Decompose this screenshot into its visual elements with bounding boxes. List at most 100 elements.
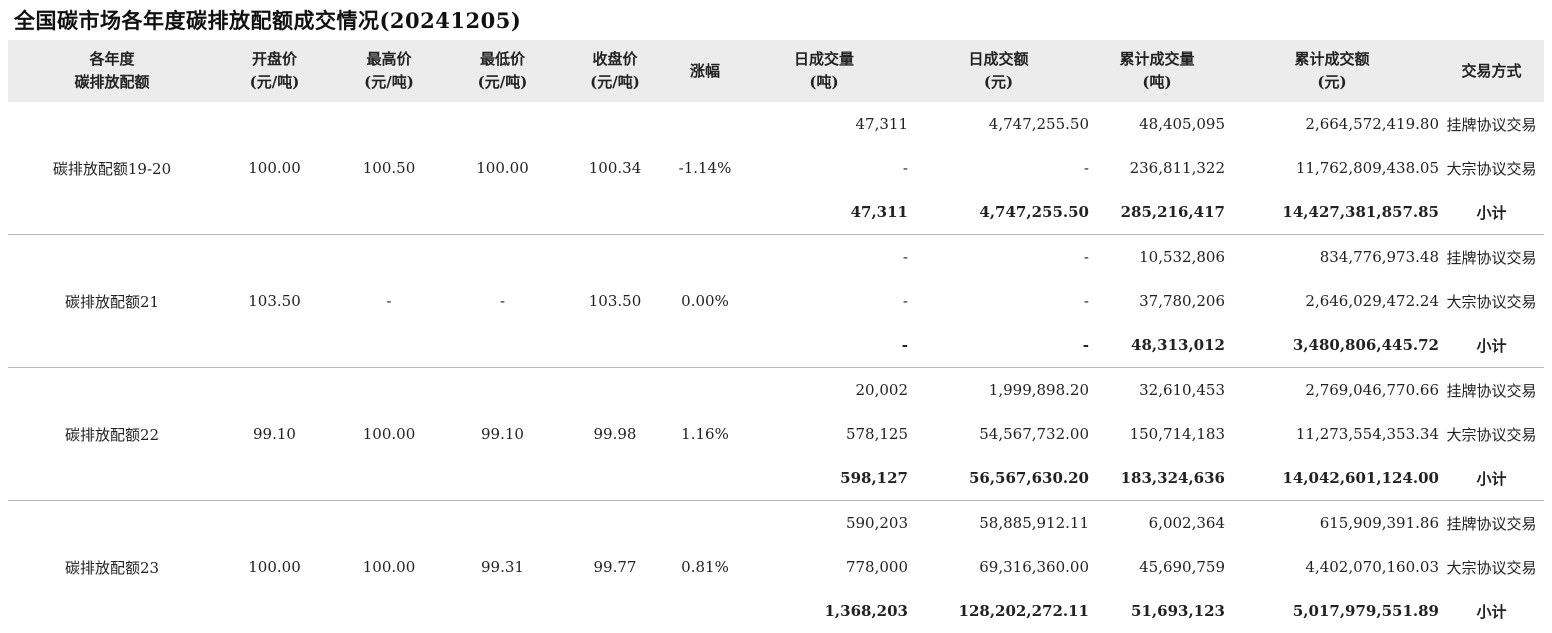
col-header-change: 涨幅 [670,40,740,102]
daily-amount-cell: 69,316,360.00 [908,545,1089,589]
cum-amount-cell: 4,402,070,160.03 [1225,545,1439,589]
daily-amount-cell: 4,747,255.50 [908,190,1089,235]
trade-mode-cell: 小计 [1439,456,1544,501]
open-price-cell: 99.10 [216,368,333,501]
trade-mode-cell: 挂牌协议交易 [1439,235,1544,280]
trade-mode-cell: 挂牌协议交易 [1439,368,1544,413]
cum-volume-cell: 183,324,636 [1089,456,1225,501]
cum-volume-cell: 150,714,183 [1089,412,1225,456]
col-header-daily-volume: 日成交量(吨) [740,40,908,102]
trade-mode-cell: 挂牌协议交易 [1439,501,1544,546]
carbon-trading-table: 各年度碳排放配额 开盘价(元/吨) 最高价(元/吨) 最低价(元/吨) 收盘价(… [8,40,1544,633]
trade-mode-cell: 小计 [1439,190,1544,235]
col-header-low: 最低价(元/吨) [445,40,560,102]
trade-mode-cell: 挂牌协议交易 [1439,102,1544,146]
daily-volume-cell: - [740,323,908,368]
daily-amount-cell: 54,567,732.00 [908,412,1089,456]
daily-amount-cell: - [908,146,1089,190]
change-cell: 1.16% [670,368,740,501]
col-header-daily-amount: 日成交额(元) [908,40,1089,102]
daily-volume-cell: - [740,235,908,280]
cum-amount-cell: 14,427,381,857.85 [1225,190,1439,235]
close-price-cell: 99.77 [560,501,670,633]
cum-volume-cell: 51,693,123 [1089,589,1225,633]
cum-volume-cell: 32,610,453 [1089,368,1225,413]
allowance-name-cell: 碳排放配额23 [8,501,216,633]
cum-amount-cell: 2,664,572,419.80 [1225,102,1439,146]
cum-volume-cell: 48,405,095 [1089,102,1225,146]
trade-mode-cell: 小计 [1439,589,1544,633]
col-header-close: 收盘价(元/吨) [560,40,670,102]
header-row: 各年度碳排放配额 开盘价(元/吨) 最高价(元/吨) 最低价(元/吨) 收盘价(… [8,40,1544,102]
cum-volume-cell: 37,780,206 [1089,279,1225,323]
allowance-name-cell: 碳排放配额22 [8,368,216,501]
cum-volume-cell: 48,313,012 [1089,323,1225,368]
close-price-cell: 100.34 [560,102,670,235]
trade-mode-cell: 大宗协议交易 [1439,279,1544,323]
daily-volume-cell: 590,203 [740,501,908,546]
cum-volume-cell: 236,811,322 [1089,146,1225,190]
cum-amount-cell: 11,273,554,353.34 [1225,412,1439,456]
allowance-name-cell: 碳排放配额21 [8,235,216,368]
page-title: 全国碳市场各年度碳排放配额成交情况(20241205) [14,5,521,35]
cum-volume-cell: 45,690,759 [1089,545,1225,589]
daily-amount-cell: 128,202,272.11 [908,589,1089,633]
daily-amount-cell: 58,885,912.11 [908,501,1089,546]
low-price-cell: 99.10 [445,368,560,501]
open-price-cell: 100.00 [216,102,333,235]
low-price-cell: 100.00 [445,102,560,235]
change-cell: 0.00% [670,235,740,368]
trade-mode-cell: 大宗协议交易 [1439,146,1544,190]
trade-mode-cell: 小计 [1439,323,1544,368]
high-price-cell: 100.50 [333,102,445,235]
daily-volume-cell: 20,002 [740,368,908,413]
cum-volume-cell: 285,216,417 [1089,190,1225,235]
col-header-high: 最高价(元/吨) [333,40,445,102]
high-price-cell: 100.00 [333,501,445,633]
cum-volume-cell: 6,002,364 [1089,501,1225,546]
daily-amount-cell: 1,999,898.20 [908,368,1089,413]
cum-amount-cell: 2,646,029,472.24 [1225,279,1439,323]
high-price-cell: - [333,235,445,368]
daily-volume-cell: - [740,279,908,323]
change-cell: -1.14% [670,102,740,235]
trade-mode-cell: 大宗协议交易 [1439,545,1544,589]
cum-amount-cell: 5,017,979,551.89 [1225,589,1439,633]
cum-amount-cell: 615,909,391.86 [1225,501,1439,546]
col-header-trade-mode: 交易方式 [1439,40,1544,102]
cum-amount-cell: 3,480,806,445.72 [1225,323,1439,368]
cum-amount-cell: 834,776,973.48 [1225,235,1439,280]
cum-amount-cell: 2,769,046,770.66 [1225,368,1439,413]
close-price-cell: 103.50 [560,235,670,368]
daily-volume-cell: 1,368,203 [740,589,908,633]
col-header-open: 开盘价(元/吨) [216,40,333,102]
col-header-allowance: 各年度碳排放配额 [8,40,216,102]
col-header-cum-amount: 累计成交额(元) [1225,40,1439,102]
cum-volume-cell: 10,532,806 [1089,235,1225,280]
col-header-cum-volume: 累计成交量(吨) [1089,40,1225,102]
low-price-cell: - [445,235,560,368]
high-price-cell: 100.00 [333,368,445,501]
open-price-cell: 100.00 [216,501,333,633]
daily-amount-cell: - [908,235,1089,280]
daily-volume-cell: 598,127 [740,456,908,501]
daily-amount-cell: 4,747,255.50 [908,102,1089,146]
daily-volume-cell: 47,311 [740,102,908,146]
allowance-name-cell: 碳排放配额19-20 [8,102,216,235]
change-cell: 0.81% [670,501,740,633]
close-price-cell: 99.98 [560,368,670,501]
cum-amount-cell: 11,762,809,438.05 [1225,146,1439,190]
low-price-cell: 99.31 [445,501,560,633]
daily-volume-cell: 578,125 [740,412,908,456]
daily-amount-cell: 56,567,630.20 [908,456,1089,501]
daily-volume-cell: 778,000 [740,545,908,589]
daily-volume-cell: 47,311 [740,190,908,235]
daily-volume-cell: - [740,146,908,190]
daily-amount-cell: - [908,279,1089,323]
daily-amount-cell: - [908,323,1089,368]
cum-amount-cell: 14,042,601,124.00 [1225,456,1439,501]
